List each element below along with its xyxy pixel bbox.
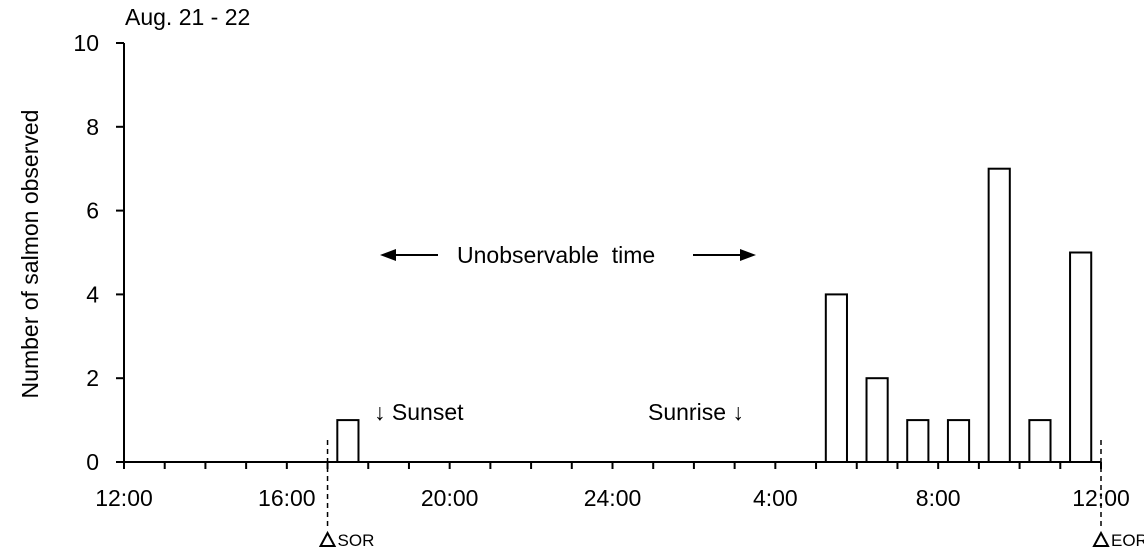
x-tick-label: 20:00 (421, 485, 479, 511)
sor-triangle-marker (318, 530, 337, 547)
bar (1069, 251, 1093, 463)
arrow-left-head (380, 249, 396, 261)
unobservable-annotation: Unobservable time (380, 242, 756, 268)
y-tick-label: 4 (86, 281, 99, 307)
x-tick-label: 24:00 (584, 485, 642, 511)
eor-triangle-marker (1092, 530, 1110, 547)
x-tick-label: 12:00 (95, 485, 153, 511)
bars-group (336, 167, 1093, 464)
y-tick-label: 2 (86, 365, 99, 391)
x-tick-label: 16:00 (258, 485, 316, 511)
bar (824, 293, 848, 463)
y-ticks-group: 0 2 4 6 8 10 (73, 30, 124, 475)
x-ticks-group: 12:00 16:00 20:00 24:00 4:00 8:00 12:00 (95, 462, 1130, 511)
x-tick-label: 8:00 (916, 485, 961, 511)
bar (906, 419, 930, 464)
x-tick-label: 4:00 (753, 485, 798, 511)
unobservable-label: Unobservable time (457, 242, 655, 268)
bar (1028, 419, 1052, 464)
y-tick-label: 8 (86, 114, 99, 140)
markers-group: SOR EOR (318, 440, 1144, 550)
sunset-label: ↓ Sunset (374, 399, 464, 425)
arrow-right-head (740, 249, 756, 261)
y-axis-label: Number of salmon observed (17, 110, 43, 399)
bar (987, 167, 1011, 463)
y-tick-label: 6 (86, 198, 99, 224)
y-tick-label: 10 (73, 30, 99, 56)
bar (946, 419, 971, 464)
bar (865, 377, 889, 464)
sunrise-label: Sunrise ↓ (648, 399, 744, 425)
chart-title: Aug. 21 - 22 (125, 4, 250, 30)
y-tick-label: 0 (86, 449, 99, 475)
sor-label: SOR (338, 531, 375, 550)
eor-label: EOR (1111, 531, 1144, 550)
bar (336, 419, 360, 464)
